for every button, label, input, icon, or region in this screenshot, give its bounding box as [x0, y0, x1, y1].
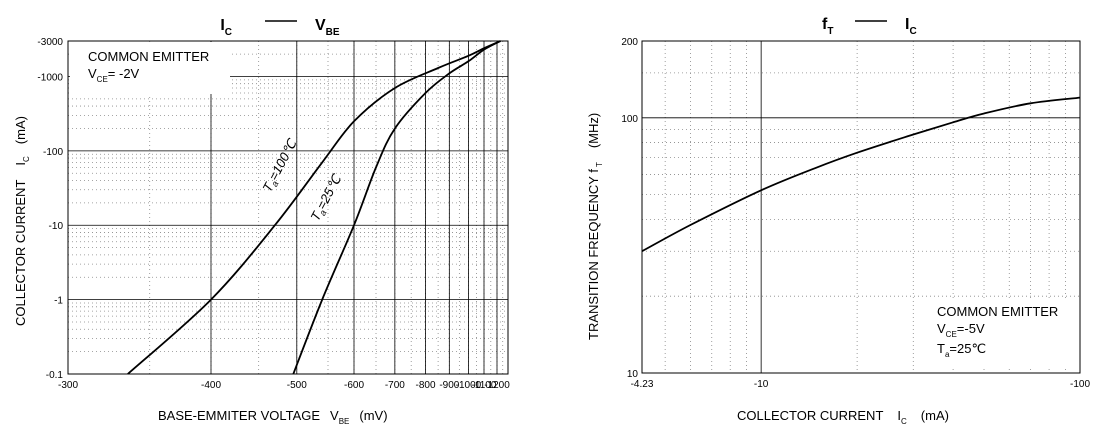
chart2-x-tick-label: -10: [754, 379, 769, 390]
chart1-series-line-1: [127, 40, 501, 375]
chart2-title-right: IC: [905, 16, 917, 37]
chart1-y-axis-label: COLLECTOR CURRENTIC(mA): [13, 116, 31, 326]
chart1-x-tick-label: -300: [58, 380, 78, 391]
chart1-y-ticks: -0.1 -1 -10 -100 -1000 -3000: [37, 37, 63, 381]
chart1-title-right: VBE: [315, 17, 340, 38]
chart2-x-ticks: -4.23 -10 -100: [631, 379, 1091, 390]
chart1-x-tick-label: -800: [415, 380, 435, 391]
chart2-curves: [641, 96, 1081, 252]
chart2-annotation-line2: VCE=-5V: [937, 321, 985, 339]
chart1-x-tick-label: -700: [385, 380, 405, 391]
chart2-title-left: fT: [822, 16, 833, 37]
chart2-y-tick-label: 200: [621, 37, 638, 48]
chart2-legend-bg: [928, 300, 1076, 368]
chart1-x-tick-label: -1100: [472, 380, 497, 391]
chart1-curves: [127, 40, 501, 375]
chart1-series-line-2: [292, 40, 501, 375]
chart2-y-axis-label: TRANSITION FREQUENCY fT(MHz): [586, 113, 604, 340]
chart1-y-tick-label: -0.1: [46, 370, 64, 381]
chart1-series2-label: Ta=25℃: [307, 171, 346, 224]
chart1-y-tick-label: -100: [43, 147, 63, 158]
chart2-major-grid: [642, 41, 1080, 373]
chart1-x-tick-label: -500: [287, 380, 307, 391]
chart2-annotation-line3: Ta=25℃: [937, 341, 986, 359]
chart1-x-tick-label: -1200: [484, 380, 510, 391]
chart1-plot-frame: [67, 40, 509, 375]
chart1-y-tick-label: -3000: [37, 37, 63, 48]
chart1-x-tick-label: -400: [201, 380, 221, 391]
chart1-major-grid: [68, 41, 508, 374]
chart1-x-axis-label: BASE-EMMITER VOLTAGE VBE (mV): [158, 408, 388, 426]
chart1-annotation-line1: COMMON EMITTER: [88, 49, 209, 64]
chart2-plot-frame: [641, 40, 1081, 374]
chart2-x-tick-label: -100: [1070, 379, 1090, 390]
ft-ic-chart: fT IC -4.23 -10 -100 10 100 200 COMMON EMITT…: [586, 16, 1090, 426]
chart2-y-ticks: 10 100 200: [621, 37, 638, 380]
chart2-series-line-1: [641, 96, 1081, 252]
chart1-y-tick-label: -1: [54, 296, 63, 307]
chart1-x-tick-label: -1000: [456, 380, 482, 391]
chart1-title-left: IC: [220, 17, 232, 38]
chart1-y-tick-label: -1000: [37, 72, 63, 83]
chart1-series1-label: Ta=100℃: [259, 136, 301, 195]
chart2-y-tick-label: 100: [621, 114, 638, 125]
chart2-annotation-line1: COMMON EMITTER: [937, 304, 1058, 319]
chart1-annotation-line2: VCE= -2V: [88, 66, 140, 84]
chart2-x-axis-label: COLLECTOR CURRENT IC (mA): [737, 408, 949, 426]
chart2-x-tick-label: -4.23: [631, 379, 654, 390]
chart1-x-tick-label: -600: [344, 380, 364, 391]
chart1-legend-bg: [70, 42, 230, 94]
chart1-y-tick-label: -10: [49, 221, 64, 232]
ic-vbe-chart: IC VBE -300 -400 -500 -600 -700 -800 -900-1000…: [13, 17, 510, 426]
chart1-minor-grid: [68, 40, 508, 374]
chart1-x-ticks: -300 -400 -500 -600 -700 -800 -900-1000-1100-1…: [58, 380, 510, 391]
chart1-x-tick-label: -900: [439, 380, 459, 391]
chart2-y-tick-label: 10: [627, 369, 639, 380]
